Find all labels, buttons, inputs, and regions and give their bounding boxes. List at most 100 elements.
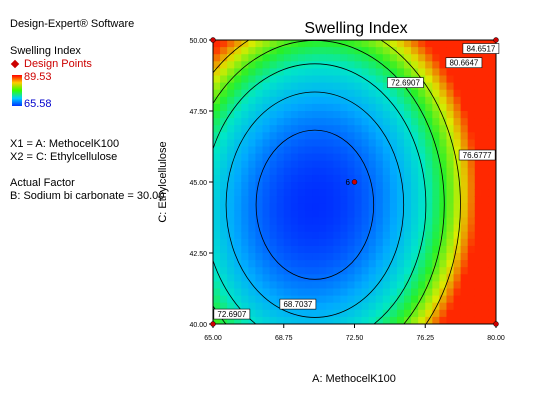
heat-cell xyxy=(460,103,469,112)
heat-cell xyxy=(418,316,426,324)
heat-cell xyxy=(396,302,405,311)
heat-cell xyxy=(319,267,327,275)
heat-cell xyxy=(262,54,271,62)
heat-cell xyxy=(213,82,221,91)
heat-cell xyxy=(467,217,476,226)
heat-cell xyxy=(375,160,384,169)
heat-cell xyxy=(255,253,264,261)
heat-cell xyxy=(269,125,278,133)
heat-cell xyxy=(481,182,490,190)
heat-cell xyxy=(283,316,292,324)
heat-cell xyxy=(375,189,384,197)
heat-cell xyxy=(269,253,278,261)
heat-cell xyxy=(227,167,235,176)
heat-cell xyxy=(460,224,469,233)
heat-cell xyxy=(241,316,249,324)
heat-cell xyxy=(220,245,228,254)
heat-cell xyxy=(481,203,490,211)
heat-cell xyxy=(297,267,306,275)
heat-cell xyxy=(375,146,384,155)
heat-cell xyxy=(227,89,235,98)
heat-cell xyxy=(262,302,271,311)
heat-cell xyxy=(262,245,271,254)
heat-cell xyxy=(439,125,448,133)
heat-cell xyxy=(460,260,469,268)
heat-cell xyxy=(220,267,228,275)
heat-cell xyxy=(248,153,257,162)
heat-cell xyxy=(347,196,356,204)
heat-cell xyxy=(368,182,377,190)
heat-cell xyxy=(418,174,426,183)
heat-cell xyxy=(234,316,242,324)
contour-label: 84.6517 xyxy=(466,45,495,54)
heat-cell xyxy=(432,231,440,240)
heat-cell xyxy=(467,82,476,91)
heat-cell xyxy=(453,118,462,126)
heat-cell xyxy=(290,267,299,275)
heat-cell xyxy=(319,309,327,318)
heat-cell xyxy=(361,132,370,140)
heat-cell xyxy=(418,167,426,176)
heat-cell xyxy=(368,89,377,98)
heat-cell xyxy=(446,40,455,48)
heat-cell xyxy=(488,245,496,254)
software-name: Design-Expert® Software xyxy=(10,18,135,30)
heat-cell xyxy=(347,54,356,62)
heat-cell xyxy=(290,146,299,155)
heat-cell xyxy=(432,153,440,162)
heat-cell xyxy=(446,118,455,126)
heat-cell xyxy=(375,96,384,105)
heat-cell xyxy=(418,196,426,204)
heat-cell xyxy=(411,103,419,112)
heat-cell xyxy=(396,267,405,275)
heat-cell xyxy=(361,231,370,240)
heat-cell xyxy=(333,245,341,254)
heat-cell xyxy=(467,203,476,211)
heat-cell xyxy=(241,260,249,268)
heat-cell xyxy=(213,182,221,190)
heat-cell xyxy=(304,281,313,290)
heat-cell xyxy=(396,203,405,211)
heat-cell xyxy=(467,253,476,261)
heat-cell xyxy=(269,267,278,275)
heat-cell xyxy=(297,224,306,233)
heat-cell xyxy=(439,61,448,69)
heat-cell xyxy=(488,61,496,69)
heat-cell xyxy=(467,75,476,84)
heat-cell xyxy=(276,103,285,112)
heat-cell xyxy=(255,189,264,197)
heat-cell xyxy=(283,281,292,290)
heat-cell xyxy=(297,203,306,211)
heat-cell xyxy=(418,231,426,240)
heat-cell xyxy=(319,118,327,126)
heat-cell xyxy=(304,224,313,233)
heat-cell xyxy=(276,231,285,240)
heat-cell xyxy=(368,295,377,304)
heat-cell xyxy=(290,82,299,91)
heat-cell xyxy=(234,217,242,226)
heat-cell xyxy=(326,68,334,77)
y-tick-label: 50.00 xyxy=(189,38,207,45)
heat-cell xyxy=(404,309,412,318)
heat-cell xyxy=(446,267,455,275)
heat-cell xyxy=(481,167,490,176)
heat-cell xyxy=(368,96,377,105)
heat-cell xyxy=(319,196,327,204)
heat-cell xyxy=(234,267,242,275)
heat-cell xyxy=(488,309,496,318)
heat-cell xyxy=(333,75,341,84)
heat-cell xyxy=(283,182,292,190)
heat-cell xyxy=(220,111,228,119)
heat-cell xyxy=(319,82,327,91)
heat-cell xyxy=(453,153,462,162)
heat-cell xyxy=(340,103,349,112)
heat-cell xyxy=(474,167,483,176)
heat-cell xyxy=(432,238,440,247)
heat-cell xyxy=(227,182,235,190)
heat-cell xyxy=(227,224,235,233)
heat-cell xyxy=(241,295,249,304)
heat-cell xyxy=(248,238,257,247)
heat-cell xyxy=(488,302,496,311)
chart-title: Swelling Index xyxy=(304,20,407,37)
heat-cell xyxy=(241,302,249,311)
